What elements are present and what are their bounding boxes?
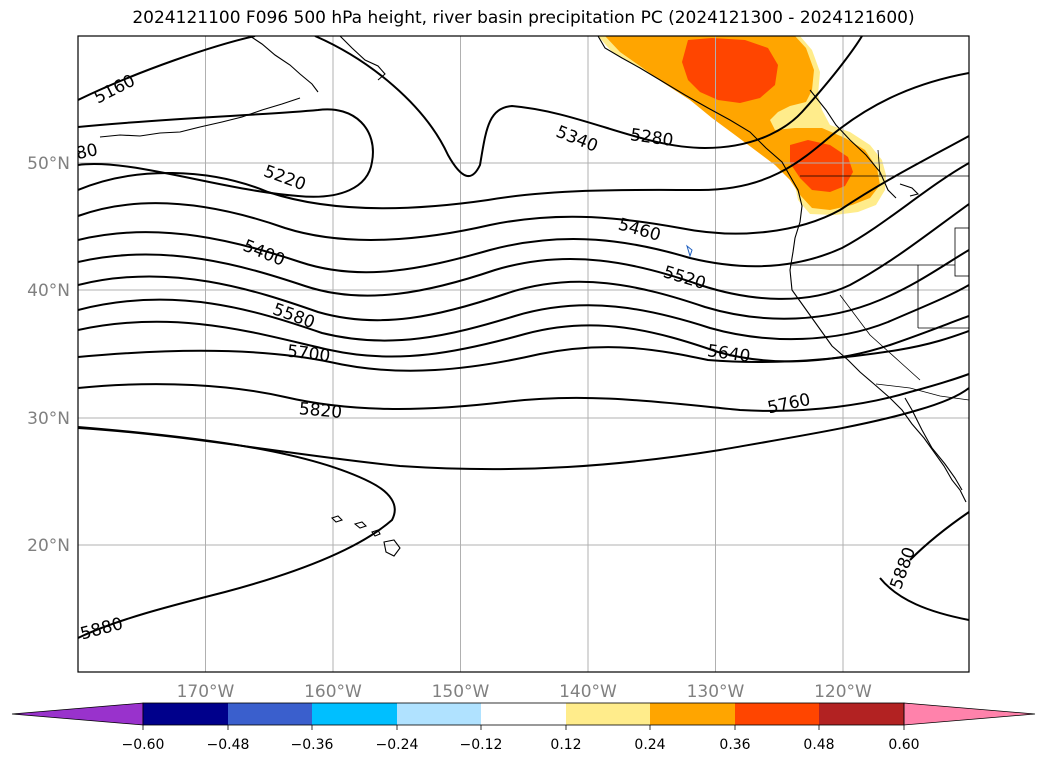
contour-label: 5520 bbox=[661, 262, 708, 294]
latitude-labels: 50°N 40°N 30°N 20°N bbox=[27, 154, 70, 556]
colorbar-under-triangle bbox=[11, 702, 144, 726]
contour-label: 5700 bbox=[286, 341, 331, 366]
contour-label: 5760 bbox=[766, 390, 812, 419]
colorbar-tick-label: −0.60 bbox=[122, 737, 165, 753]
colorbar-segment bbox=[566, 703, 650, 725]
graticule bbox=[78, 36, 969, 672]
lat-label: 40°N bbox=[27, 281, 70, 301]
colorbar-segment bbox=[735, 703, 819, 725]
contour-label: 5880 bbox=[887, 545, 921, 592]
contour-label: 80 bbox=[74, 140, 99, 164]
colorbar-segment bbox=[312, 703, 397, 725]
lat-label: 50°N bbox=[27, 154, 70, 174]
colorbar-tick-label: −0.12 bbox=[460, 737, 503, 753]
colorbar-tick-label: −0.24 bbox=[376, 737, 419, 753]
lon-label: 120°W bbox=[814, 682, 872, 702]
colorbar-segment bbox=[228, 703, 312, 725]
lon-label: 140°W bbox=[559, 682, 617, 702]
contour-label: 5880 bbox=[78, 614, 125, 645]
colorbar-segment bbox=[143, 703, 228, 725]
contour-label: 5340 bbox=[553, 122, 601, 157]
contour-label: 5280 bbox=[629, 125, 675, 151]
longitude-labels: 170°W 160°W 150°W 140°W 130°W 120°W bbox=[177, 682, 872, 702]
colorbar-tick-label: 0.48 bbox=[803, 737, 834, 753]
contour-label: 5400 bbox=[240, 236, 288, 271]
colorbar: −0.60 −0.48 −0.36 −0.24 −0.12 0.12 0.24 … bbox=[11, 702, 1036, 753]
map-title: 2024121100 F096 500 hPa height, river ba… bbox=[132, 8, 915, 28]
colorbar-over-triangle bbox=[903, 702, 1036, 726]
precipitation-shading bbox=[598, 36, 886, 215]
colorbar-tick-label: −0.36 bbox=[291, 737, 334, 753]
coastlines bbox=[99, 36, 967, 557]
lon-label: 160°W bbox=[304, 682, 362, 702]
political-borders bbox=[790, 149, 969, 401]
colorbar-tick-label: 0.24 bbox=[634, 737, 665, 753]
contour-label: 5640 bbox=[706, 341, 752, 367]
lat-label: 20°N bbox=[27, 536, 70, 556]
colorbar-tick-label: 0.60 bbox=[888, 737, 919, 753]
contour-label: 5460 bbox=[616, 215, 663, 246]
colorbar-tick-label: 0.36 bbox=[719, 737, 750, 753]
lon-label: 130°W bbox=[687, 682, 745, 702]
colorbar-segment bbox=[397, 703, 481, 725]
contour-label: 5820 bbox=[298, 399, 343, 423]
lon-label: 150°W bbox=[432, 682, 490, 702]
map-area: 5160 5220 5280 5340 5400 5460 5520 5580 … bbox=[74, 36, 969, 672]
contour-label: 5220 bbox=[261, 162, 308, 196]
lat-label: 30°N bbox=[27, 409, 70, 429]
colorbar-segment bbox=[819, 703, 904, 725]
colorbar-segment bbox=[650, 703, 735, 725]
small-negative-contour bbox=[686, 244, 693, 258]
contour-label: 5160 bbox=[91, 71, 139, 108]
height-contours bbox=[78, 36, 969, 639]
colorbar-tick-label: 0.12 bbox=[550, 737, 581, 753]
lon-label: 170°W bbox=[177, 682, 235, 702]
colorbar-tick-label: −0.48 bbox=[207, 737, 250, 753]
map-frame bbox=[77, 35, 970, 673]
colorbar-segment bbox=[481, 703, 566, 725]
